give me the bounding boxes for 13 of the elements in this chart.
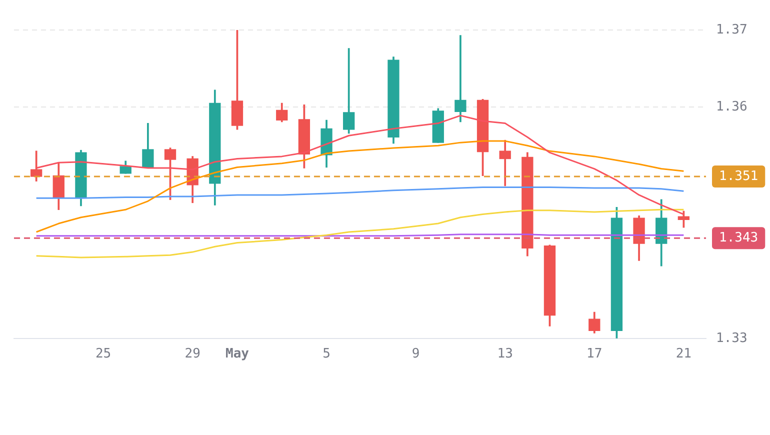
y-tick-label: 1.37 [716, 22, 748, 38]
ref-line-label: 1.343 [719, 230, 758, 246]
ref-line-label: 1.351 [719, 168, 758, 184]
x-tick-label: 5 [322, 346, 330, 362]
x-tick-label: May [225, 346, 250, 362]
x-tick-label: 9 [412, 346, 420, 362]
y-tick-label: 1.36 [716, 99, 748, 114]
x-tick-label: 21 [676, 346, 692, 362]
x-tick-label: 25 [95, 346, 112, 362]
x-tick-label: 29 [184, 346, 200, 362]
x-tick-label: 17 [586, 346, 602, 362]
x-tick-label: 13 [497, 346, 513, 362]
y-tick-label: 1.33 [716, 330, 748, 346]
